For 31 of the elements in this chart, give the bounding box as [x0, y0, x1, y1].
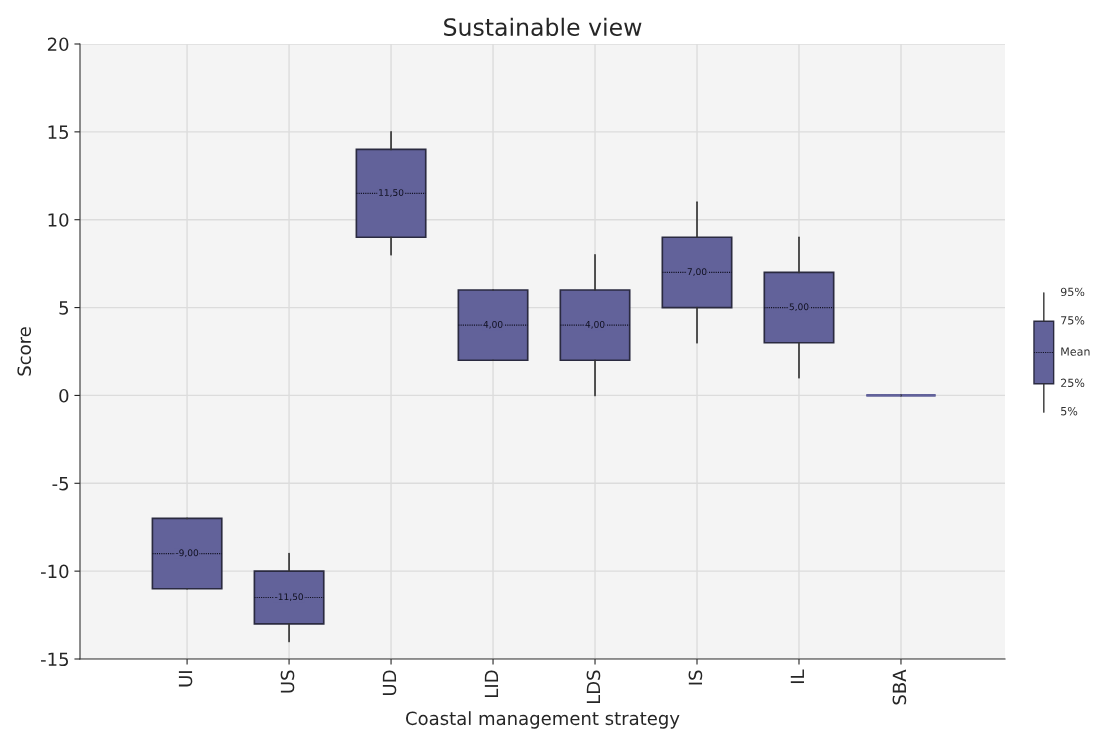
text: 5,00 — [789, 303, 809, 312]
text: 75% — [1061, 316, 1085, 325]
y-tick-label: 5 — [59, 301, 69, 315]
y-tick-label: -5 — [52, 476, 69, 491]
y-tick-label: 0 — [59, 388, 69, 403]
x-tick-label: LDS — [586, 670, 601, 704]
x-axis-title: Coastal management strategy — [406, 711, 680, 729]
y-tick-label: 20 — [47, 37, 69, 52]
y-tick-label: 15 — [48, 125, 69, 139]
text: 7,00 — [687, 268, 707, 276]
y-tick-label: -15 — [40, 652, 69, 667]
text: 4,00 — [483, 320, 503, 329]
x-tick-label: UD — [382, 670, 397, 695]
chart-title: Sustainable view — [444, 17, 642, 36]
x-tick-label: UI — [178, 671, 193, 687]
x-tick-label: IS — [688, 670, 703, 685]
text: Mean — [1061, 347, 1090, 356]
text: -9,00 — [175, 549, 199, 558]
text: -11,50 — [274, 593, 304, 602]
text: 5% — [1061, 406, 1078, 416]
x-tick-label: SBA — [892, 669, 907, 705]
y-tick-label: 10 — [48, 213, 69, 227]
x-tick-label: US — [280, 670, 295, 693]
text: 4,00 — [585, 320, 605, 329]
x-tick-label: LID — [484, 670, 499, 697]
text: 11,50 — [379, 189, 404, 197]
text: 95% — [1060, 287, 1085, 297]
y-tick-label: -10 — [40, 564, 69, 579]
text: 25% — [1061, 378, 1085, 387]
x-tick-label: IL — [790, 669, 804, 684]
y-axis-title: Score — [17, 327, 32, 376]
